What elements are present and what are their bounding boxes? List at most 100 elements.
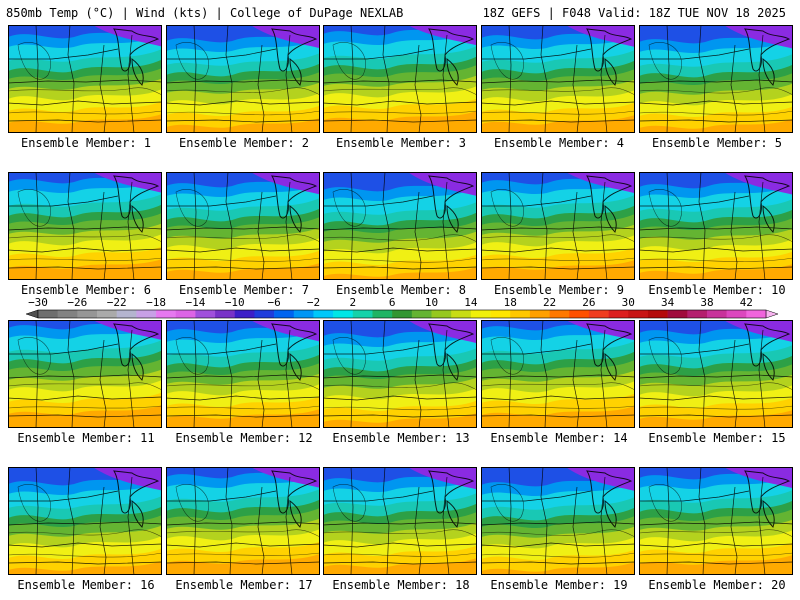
colorbar-tick-label: −2 — [307, 296, 320, 309]
colorbar-tick-label: 42 — [740, 296, 753, 309]
colorbar-swatch — [333, 310, 354, 318]
colorbar-tick-label: 26 — [582, 296, 595, 309]
ensemble-member-8-map — [323, 172, 477, 280]
ensemble-member-label: Ensemble Member: 5 — [651, 136, 783, 150]
ensemble-member-label: Ensemble Member: 2 — [178, 136, 310, 150]
ensemble-member-label: Ensemble Member: 15 — [648, 431, 786, 445]
colorbar-tick-label: 10 — [425, 296, 438, 309]
colorbar-swatch — [628, 310, 649, 318]
ensemble-member-15-map — [639, 320, 793, 428]
colorbar-swatch — [136, 310, 157, 318]
ensemble-member-5-map — [639, 25, 793, 133]
ensemble-member-3-map — [323, 25, 477, 133]
ensemble-member-label: Ensemble Member: 18 — [332, 578, 470, 592]
ensemble-member-label: Ensemble Member: 3 — [335, 136, 467, 150]
ensemble-member-label: Ensemble Member: 20 — [648, 578, 786, 592]
colorbar-swatch — [726, 310, 747, 318]
colorbar-tick-label: 38 — [700, 296, 713, 309]
colorbar-tick-label: 30 — [622, 296, 635, 309]
ensemble-member-13-map — [323, 320, 477, 428]
colorbar-swatch — [156, 310, 177, 318]
header-title: 850mb Temp (°C) | Wind (kts) | College o… — [6, 6, 404, 20]
ensemble-member-7-map — [166, 172, 320, 280]
ensemble-member-1-map — [8, 25, 162, 133]
ensemble-member-4-map — [481, 25, 635, 133]
colorbar-swatch — [195, 310, 216, 318]
colorbar-tick-label: 22 — [543, 296, 556, 309]
ensemble-member-label: Ensemble Member: 11 — [17, 431, 155, 445]
header-run-info: 18Z GEFS | F048 Valid: 18Z TUE NOV 18 20… — [482, 6, 786, 20]
colorbar-swatch — [608, 310, 629, 318]
colorbar-tick-label: −30 — [28, 296, 48, 309]
ensemble-member-label: Ensemble Member: 17 — [175, 578, 313, 592]
ensemble-member-label: Ensemble Member: 12 — [175, 431, 313, 445]
ensemble-member-label: Ensemble Member: 19 — [490, 578, 628, 592]
colorbar-swatch — [451, 310, 472, 318]
colorbar-swatch — [175, 310, 196, 318]
colorbar-swatch — [293, 310, 314, 318]
colorbar-swatch — [569, 310, 590, 318]
ensemble-member-9-map — [481, 172, 635, 280]
ensemble-member-label: Ensemble Member: 6 — [20, 283, 152, 297]
ensemble-member-label: Ensemble Member: 16 — [17, 578, 155, 592]
ensemble-member-6-map — [8, 172, 162, 280]
colorbar-swatch — [352, 310, 373, 318]
colorbar-swatch — [529, 310, 550, 318]
ensemble-member-19-map — [481, 467, 635, 575]
ensemble-member-label: Ensemble Member: 9 — [493, 283, 625, 297]
colorbar-swatch — [97, 310, 118, 318]
colorbar-swatch — [706, 310, 727, 318]
ensemble-member-11-map — [8, 320, 162, 428]
temperature-colorbar: −30 −26 −22 −18 −14 −10 −6 −2 2 6 10 14 18 22 26 30 34 38… — [25, 296, 779, 319]
ensemble-member-label: Ensemble Member: 14 — [490, 431, 628, 445]
colorbar-swatch — [372, 310, 393, 318]
colorbar-tick-label: 18 — [504, 296, 517, 309]
colorbar-tick-label: −10 — [225, 296, 245, 309]
colorbar-tick-label: 6 — [389, 296, 396, 309]
ensemble-member-16-map — [8, 467, 162, 575]
ensemble-member-label: Ensemble Member: 13 — [332, 431, 470, 445]
colorbar-swatch — [431, 310, 452, 318]
ensemble-member-label: Ensemble Member: 10 — [648, 283, 786, 297]
colorbar-swatch — [274, 310, 295, 318]
colorbar-swatch — [313, 310, 334, 318]
colorbar-swatch — [588, 310, 609, 318]
ensemble-member-10-map — [639, 172, 793, 280]
colorbar-swatch — [57, 310, 78, 318]
colorbar-swatch — [647, 310, 668, 318]
ensemble-member-label: Ensemble Member: 7 — [178, 283, 310, 297]
colorbar-swatch — [746, 310, 767, 318]
colorbar-tick-label: −22 — [107, 296, 127, 309]
ensemble-member-label: Ensemble Member: 1 — [20, 136, 152, 150]
colorbar-swatch — [38, 310, 58, 318]
colorbar-swatch — [510, 310, 531, 318]
colorbar-tick-label: −6 — [267, 296, 280, 309]
colorbar-swatch — [234, 310, 255, 318]
ensemble-member-label: Ensemble Member: 8 — [335, 283, 467, 297]
colorbar-min-arrow — [25, 309, 39, 319]
colorbar-tick-label: 2 — [349, 296, 356, 309]
colorbar-swatch — [116, 310, 137, 318]
colorbar-swatch — [215, 310, 236, 318]
colorbar-tick-label: −26 — [67, 296, 87, 309]
colorbar-swatch — [549, 310, 570, 318]
colorbar-swatch — [411, 310, 432, 318]
colorbar-swatch — [254, 310, 275, 318]
colorbar-swatch — [77, 310, 98, 318]
colorbar-swatch — [470, 310, 491, 318]
colorbar-swatch — [687, 310, 708, 318]
colorbar-swatch — [392, 310, 413, 318]
colorbar-tick-label: 34 — [661, 296, 675, 309]
ensemble-member-label: Ensemble Member: 4 — [493, 136, 625, 150]
ensemble-member-17-map — [166, 467, 320, 575]
ensemble-member-20-map — [639, 467, 793, 575]
colorbar-tick-label: 14 — [464, 296, 478, 309]
colorbar-tick-label: −14 — [185, 296, 205, 309]
colorbar-max-arrow — [765, 309, 779, 319]
colorbar-swatch — [667, 310, 688, 318]
colorbar-swatch — [490, 310, 511, 318]
ensemble-member-14-map — [481, 320, 635, 428]
ensemble-member-18-map — [323, 467, 477, 575]
ensemble-member-12-map — [166, 320, 320, 428]
ensemble-member-2-map — [166, 25, 320, 133]
